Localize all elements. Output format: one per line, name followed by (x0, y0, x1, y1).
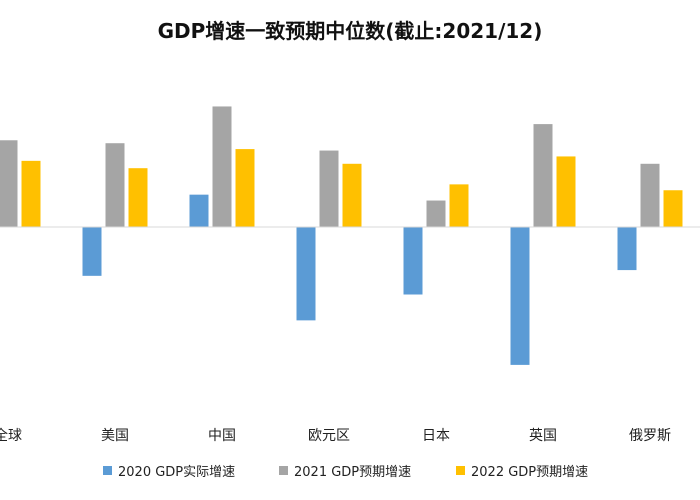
bar-series3-3 (235, 149, 255, 227)
x-tick-label: 中国 (208, 428, 236, 444)
bar-series1-2 (82, 227, 102, 276)
x-tick-label: 俄罗斯 (629, 428, 671, 444)
legend-swatch-3 (456, 466, 465, 475)
legend-label-2: 2021 GDP预期增速 (294, 465, 411, 480)
legend-label-3: 2022 GDP预期增速 (471, 465, 588, 480)
bar-series1-4 (296, 227, 316, 321)
bar-series2-7 (640, 163, 660, 227)
legend-swatch-2 (279, 466, 288, 475)
legend-swatch-1 (103, 466, 112, 475)
legend-label-1: 2020 GDP实际增速 (118, 465, 235, 480)
bar-series2-6 (533, 124, 553, 227)
bar-series3-6 (556, 156, 576, 227)
bar-series3-4 (342, 163, 362, 227)
x-tick-label: 美国 (101, 428, 129, 444)
bar-series3-7 (663, 190, 683, 227)
bar-series1-3 (189, 194, 209, 227)
x-tick-label: 日本 (422, 428, 450, 444)
bar-series2-4 (319, 150, 339, 227)
bar-series2-1 (0, 140, 18, 227)
bar-series3-5 (449, 184, 469, 227)
x-tick-labels: 全球 美国 中国 欧元区 日本 英国 俄罗斯 (0, 427, 671, 444)
x-tick-label: 欧元区 (308, 428, 350, 444)
bar-series2-5 (426, 200, 446, 227)
bar-series1-5 (403, 227, 423, 295)
bars-layer (0, 106, 683, 365)
bar-series3-2 (128, 168, 148, 227)
x-tick-label: 英国 (529, 427, 557, 444)
bar-series3-1 (21, 160, 41, 227)
bar-series1-7 (617, 227, 637, 271)
bar-series2-2 (105, 143, 125, 227)
x-tick-label: 全球 (0, 427, 22, 444)
bar-series1-6 (510, 227, 530, 365)
chart-title: GDP增速一致预期中位数(截止:2021/12) (158, 19, 543, 43)
bar-series2-3 (212, 106, 232, 227)
legend: 2020 GDP实际增速 2021 GDP预期增速 2022 GDP预期增速 (103, 465, 588, 480)
